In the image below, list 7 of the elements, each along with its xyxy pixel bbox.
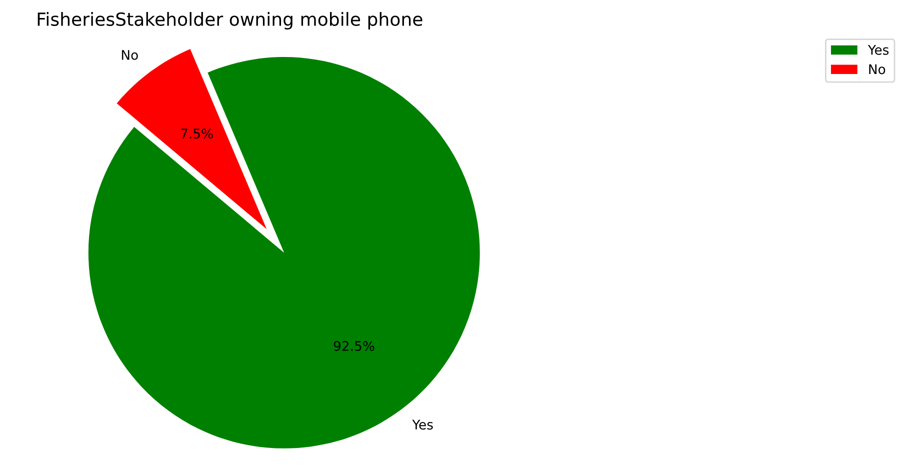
data-label: 7.5% [181,128,213,139]
legend-label: Yes [868,45,889,55]
legend-label: No [869,64,886,74]
chart-title: FisheriesStakeholder owning mobile phone [38,12,422,30]
category-label: No [122,50,138,60]
slice-label: Yes [412,420,433,430]
data-label: 92.5% [334,340,374,351]
